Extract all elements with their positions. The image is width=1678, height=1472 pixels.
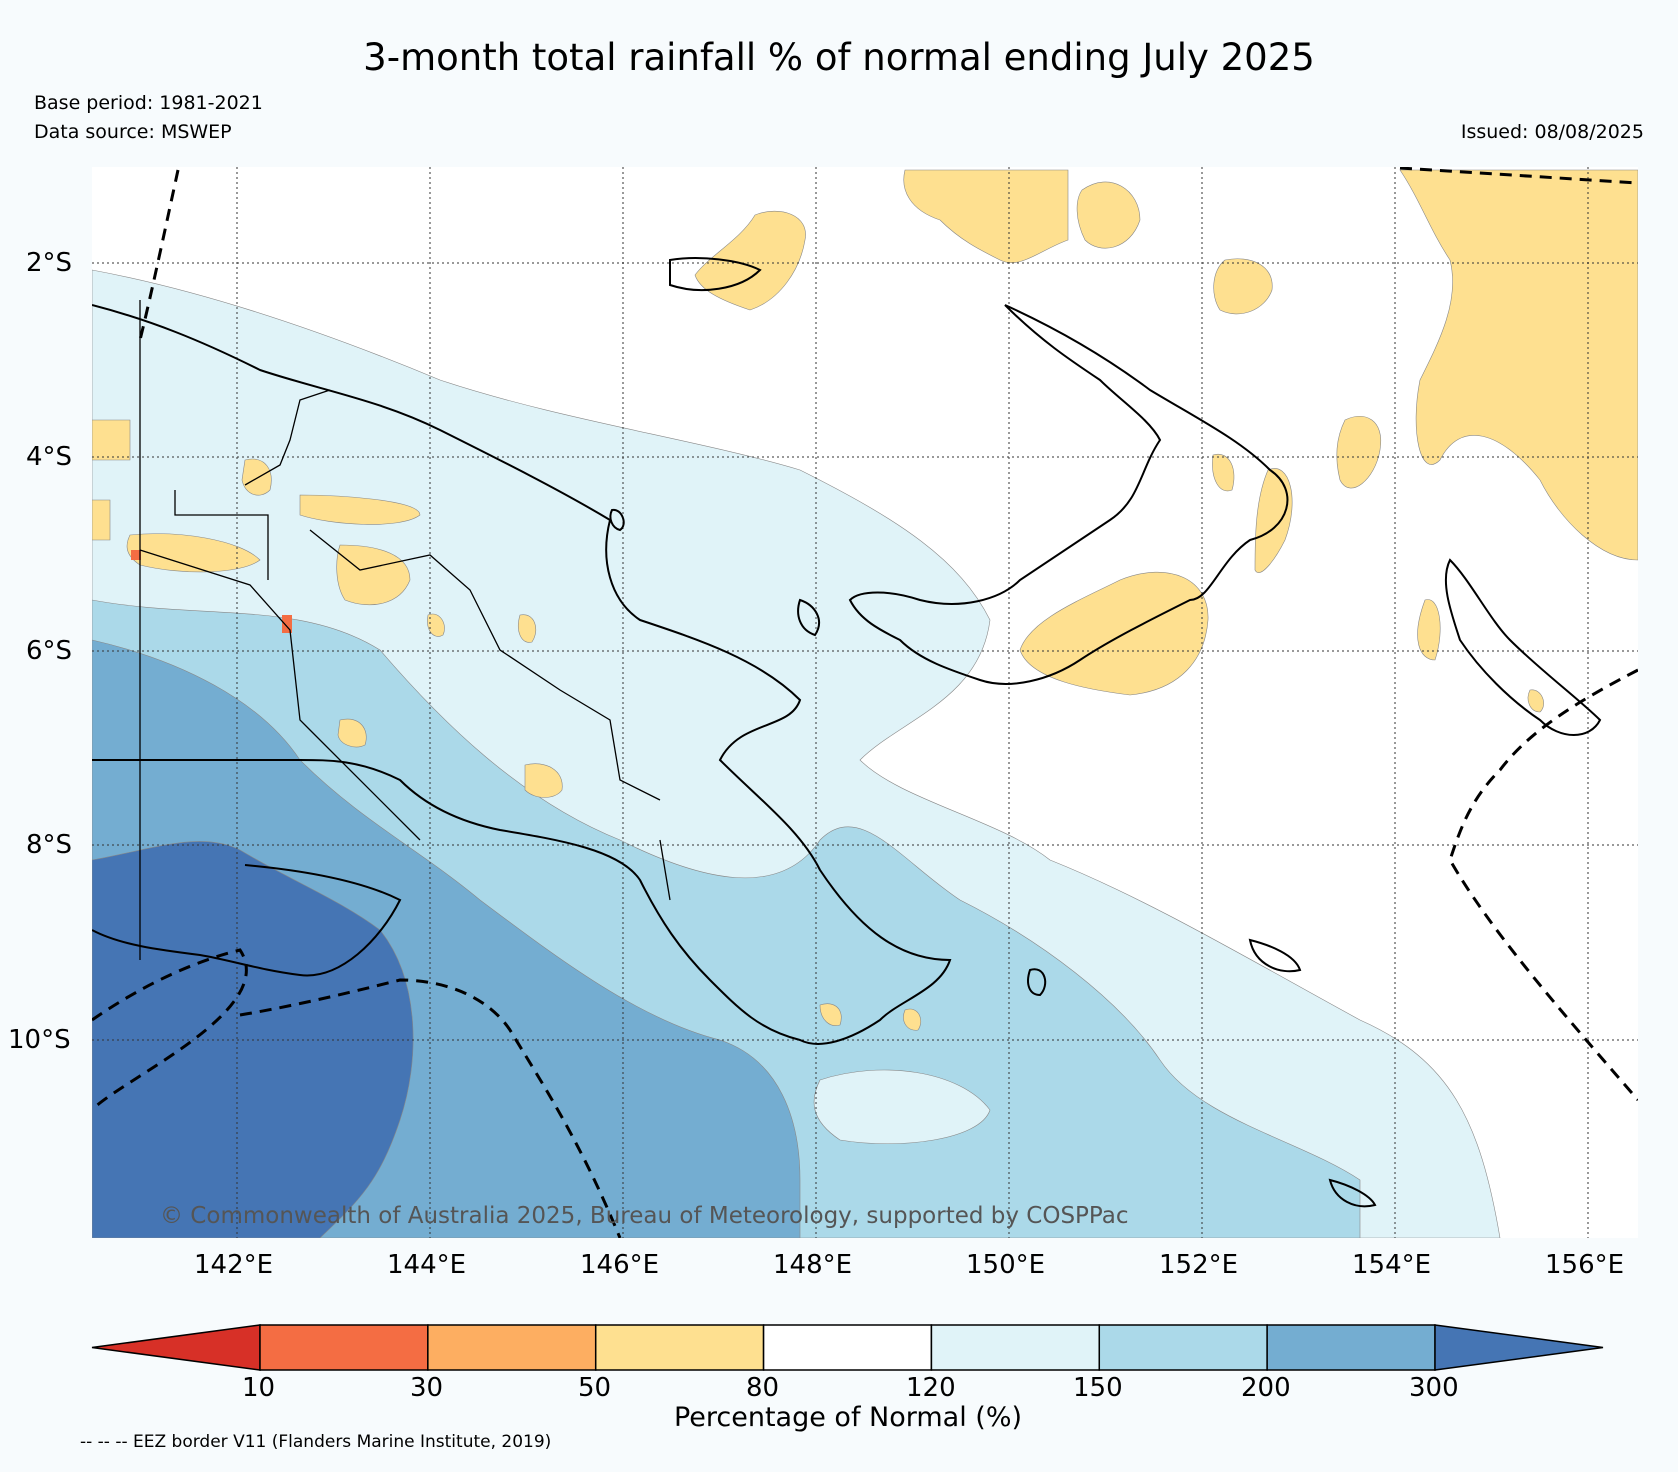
base-period: Base period: 1981-2021 xyxy=(34,92,263,114)
map-title: 3-month total rainfall % of normal endin… xyxy=(363,36,1315,79)
colorbar-tick: 200 xyxy=(1241,1373,1291,1403)
borders xyxy=(139,300,671,960)
lon-label: 148°E xyxy=(773,1250,853,1280)
lon-label: 150°E xyxy=(966,1250,1046,1280)
map-plot-area xyxy=(92,167,1638,1238)
coastlines xyxy=(92,257,1602,1208)
lon-label: 152°E xyxy=(1159,1250,1239,1280)
copyright-text: © Commonwealth of Australia 2025, Bureau… xyxy=(160,1203,1129,1229)
issued-date: Issued: 08/08/2025 xyxy=(1460,121,1644,143)
lat-label: 6°S xyxy=(26,636,73,666)
colorbar-tick: 300 xyxy=(1409,1373,1459,1403)
eez-borders xyxy=(92,167,1638,1238)
colorbar-tick: 10 xyxy=(242,1373,276,1403)
lat-label: 2°S xyxy=(26,248,73,278)
eez-note: -- -- -- EEZ border V11 (Flanders Marine… xyxy=(80,1432,552,1452)
lon-label: 144°E xyxy=(387,1250,467,1280)
contour-below-normal xyxy=(92,169,1638,1031)
lon-label: 146°E xyxy=(580,1250,660,1280)
lon-label: 142°E xyxy=(194,1250,274,1280)
contour-light-south xyxy=(813,1069,991,1144)
colorbar-title: Percentage of Normal (%) xyxy=(673,1402,1023,1433)
contour-very-low xyxy=(131,550,292,633)
lat-label: 8°S xyxy=(26,830,73,860)
colorbar-tick: 30 xyxy=(410,1373,444,1403)
lat-label: 4°S xyxy=(26,442,73,472)
colorbar-tick: 50 xyxy=(578,1373,612,1403)
graticule xyxy=(92,167,1638,1238)
lon-label: 156°E xyxy=(1545,1250,1625,1280)
colorbar-tick: 80 xyxy=(746,1373,780,1403)
lat-label: 10°S xyxy=(8,1025,71,1055)
data-source: Data source: MSWEP xyxy=(34,121,232,143)
colorbar-tick: 120 xyxy=(906,1373,956,1403)
colorbar-tick: 150 xyxy=(1073,1373,1123,1403)
lon-label: 154°E xyxy=(1352,1250,1432,1280)
